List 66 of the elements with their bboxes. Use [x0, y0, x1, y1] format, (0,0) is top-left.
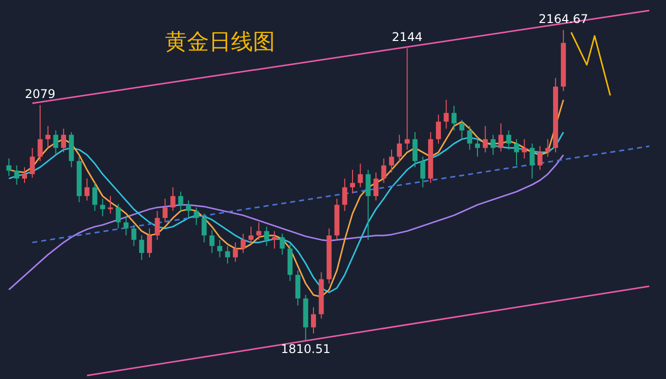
text: 黄金日线图	[165, 30, 275, 55]
candlestick	[264, 226, 270, 246]
candlestick	[295, 270, 300, 306]
candlestick	[396, 134, 402, 162]
candlestick	[45, 126, 50, 148]
candlestick	[436, 114, 441, 144]
candlestick	[232, 242, 238, 262]
candlestick	[482, 126, 488, 153]
candlestick	[514, 138, 520, 166]
annotation: 1810.51	[280, 342, 330, 356]
candlestick	[366, 169, 371, 240]
candlestick	[272, 230, 277, 250]
candlestick	[154, 210, 160, 240]
candlestick	[100, 198, 106, 217]
candlestick	[373, 172, 378, 201]
candlestick	[38, 104, 43, 162]
candlestick	[209, 230, 214, 254]
candlestick	[178, 191, 184, 212]
candlestick	[186, 200, 192, 218]
candlestick	[444, 99, 449, 130]
candlestick	[146, 228, 152, 258]
candlestick	[240, 233, 246, 254]
candlestick	[389, 149, 394, 173]
candlestick	[162, 198, 168, 223]
candlestick	[452, 105, 457, 131]
candlestick	[14, 164, 20, 186]
candlestick	[342, 178, 348, 212]
candlestick	[84, 178, 90, 201]
candlestick	[22, 166, 28, 184]
candlestick	[217, 239, 222, 258]
candlestick	[139, 234, 144, 260]
annotation: 2079	[24, 87, 56, 102]
candlestick	[412, 132, 418, 168]
candlestick	[202, 213, 207, 243]
annotation: 2144	[392, 30, 422, 44]
candlestick	[420, 156, 426, 188]
candlestick	[350, 169, 356, 194]
candlestick	[170, 186, 176, 212]
candlestick	[498, 122, 504, 152]
candlestick	[474, 136, 480, 158]
candlestick	[530, 143, 535, 180]
candlestick	[467, 126, 472, 150]
candlestick	[248, 226, 254, 245]
candlestick	[116, 203, 121, 229]
candlestick	[280, 233, 285, 256]
candlestick	[459, 119, 464, 140]
candlestick	[53, 130, 58, 156]
candlestick	[131, 224, 136, 246]
candlestick	[61, 128, 66, 153]
candlestick	[30, 147, 35, 178]
candlestick	[124, 216, 129, 236]
candlestick	[545, 138, 550, 158]
candlestick	[537, 146, 542, 170]
candlestick	[522, 138, 527, 159]
candlestick	[256, 222, 262, 240]
candlestick	[6, 158, 12, 176]
candlestick	[92, 182, 98, 212]
candlestick	[310, 306, 316, 334]
candlestick	[358, 163, 363, 188]
annotation: 2164.67	[538, 12, 588, 26]
candlestick	[381, 158, 386, 184]
candlestick	[225, 245, 230, 264]
candlestick	[490, 134, 496, 156]
candlestick	[194, 206, 199, 226]
candlestick	[404, 48, 410, 150]
candlestick	[506, 130, 512, 150]
